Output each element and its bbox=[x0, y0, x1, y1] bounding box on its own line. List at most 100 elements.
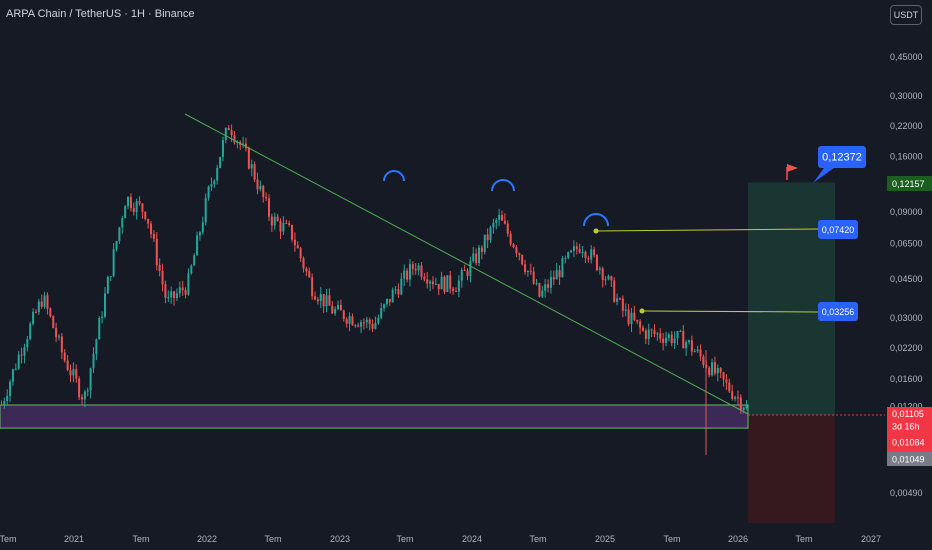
x-axis[interactable]: Tem 2021 Tem 2022 Tem 2023 Tem 2024 Tem 2025 Tem 20… bbox=[0, 534, 881, 544]
candle-body bbox=[679, 331, 682, 333]
candle-body bbox=[483, 234, 486, 252]
x-tick-label: 2026 bbox=[728, 534, 748, 544]
candle-body bbox=[512, 244, 515, 248]
candle-body bbox=[613, 280, 616, 302]
candle-body bbox=[150, 223, 153, 234]
candle-body bbox=[360, 322, 363, 327]
y-tick-label: 0,30000 bbox=[890, 91, 923, 101]
top-arc bbox=[383, 170, 405, 182]
price-tag-box bbox=[887, 452, 932, 466]
candle-body bbox=[575, 246, 578, 250]
candle-body bbox=[397, 289, 400, 295]
candle-body bbox=[34, 311, 37, 313]
candle-body bbox=[719, 368, 722, 373]
candle-body bbox=[561, 258, 564, 278]
candle-body bbox=[667, 334, 670, 338]
candle-body bbox=[440, 276, 443, 290]
x-tick-label: 2025 bbox=[595, 534, 615, 544]
candle-body bbox=[673, 338, 676, 344]
candle-body bbox=[736, 397, 739, 399]
candle-body bbox=[745, 403, 748, 409]
candle-body bbox=[518, 253, 521, 255]
candle-body bbox=[515, 247, 518, 254]
candle-body bbox=[604, 279, 607, 281]
candle-body bbox=[9, 381, 12, 396]
candle-body bbox=[362, 322, 365, 324]
candle-body bbox=[124, 206, 127, 219]
candle-body bbox=[161, 270, 164, 285]
candle-body bbox=[480, 247, 483, 252]
candle-body bbox=[101, 316, 104, 319]
candle-body bbox=[408, 264, 411, 280]
target-line bbox=[595, 228, 819, 232]
candle-body bbox=[98, 318, 101, 340]
candle-body bbox=[739, 397, 742, 410]
candle-body bbox=[693, 351, 696, 353]
candle-body bbox=[0, 404, 3, 406]
price-tag-label: 0,01049 bbox=[892, 455, 925, 465]
candle-body bbox=[204, 198, 207, 223]
x-tick-label: Tem bbox=[663, 534, 680, 544]
flag-icon bbox=[787, 164, 798, 172]
candle-body bbox=[43, 295, 46, 307]
candle-body bbox=[265, 196, 268, 199]
candle-body bbox=[129, 196, 132, 209]
price-tag-label: 3d 16h bbox=[892, 422, 920, 432]
candle-body bbox=[334, 309, 337, 314]
chart-title: ARPA Chain / TetherUS · 1H · Binance bbox=[6, 8, 195, 20]
candle-body bbox=[711, 362, 714, 376]
callout-label: 0,07420 bbox=[822, 225, 855, 235]
candle-body bbox=[742, 408, 745, 410]
candle-body bbox=[572, 246, 575, 251]
candle-body bbox=[535, 283, 538, 285]
candle-body bbox=[624, 309, 627, 311]
candle-body bbox=[570, 250, 573, 253]
trendline bbox=[184, 113, 749, 415]
stop-zone bbox=[748, 414, 835, 523]
candle-body bbox=[728, 382, 731, 392]
y-axis[interactable]: 0,45000 0,30000 0,22000 0,16000 0,09000 0,065… bbox=[890, 52, 923, 498]
candle-body bbox=[644, 330, 647, 339]
candle-body bbox=[478, 247, 481, 264]
candle-body bbox=[296, 245, 299, 249]
callout-box bbox=[818, 220, 858, 239]
candle-body bbox=[702, 356, 705, 366]
candle-body bbox=[23, 347, 26, 356]
candle-body bbox=[647, 329, 650, 339]
candle-body bbox=[685, 342, 688, 349]
candle-body bbox=[293, 239, 296, 246]
candle-body bbox=[627, 309, 630, 325]
candle-body bbox=[104, 293, 107, 317]
candle-body bbox=[383, 304, 386, 309]
y-tick-label: 0,03000 bbox=[890, 313, 923, 323]
candle-body bbox=[95, 339, 98, 354]
candle-body bbox=[288, 223, 291, 225]
price-tag-label: 0,12157 bbox=[892, 179, 925, 189]
candle-body bbox=[187, 273, 190, 295]
candle-body bbox=[492, 222, 495, 228]
candle-body bbox=[80, 397, 83, 400]
candle-body bbox=[443, 276, 446, 292]
candle-body bbox=[696, 349, 699, 352]
candle-body bbox=[722, 372, 725, 380]
candle-body bbox=[558, 270, 561, 278]
candle-body bbox=[541, 290, 544, 297]
candle-body bbox=[509, 233, 512, 245]
candle-body bbox=[302, 258, 305, 269]
candle-body bbox=[270, 216, 273, 226]
candle-body bbox=[621, 298, 624, 311]
candle-body bbox=[403, 270, 406, 279]
x-tick-label: Tem bbox=[795, 534, 812, 544]
candle-body bbox=[331, 305, 334, 314]
candle-body bbox=[466, 270, 469, 277]
candle-body bbox=[503, 220, 506, 224]
candle-body bbox=[564, 257, 567, 259]
candle-body bbox=[581, 252, 584, 254]
candle-body bbox=[267, 198, 270, 217]
candle-body bbox=[196, 235, 199, 256]
candle-body bbox=[593, 249, 596, 256]
candle-body bbox=[158, 265, 161, 271]
currency-button[interactable]: USDT bbox=[890, 5, 922, 25]
candle-body bbox=[193, 255, 196, 266]
